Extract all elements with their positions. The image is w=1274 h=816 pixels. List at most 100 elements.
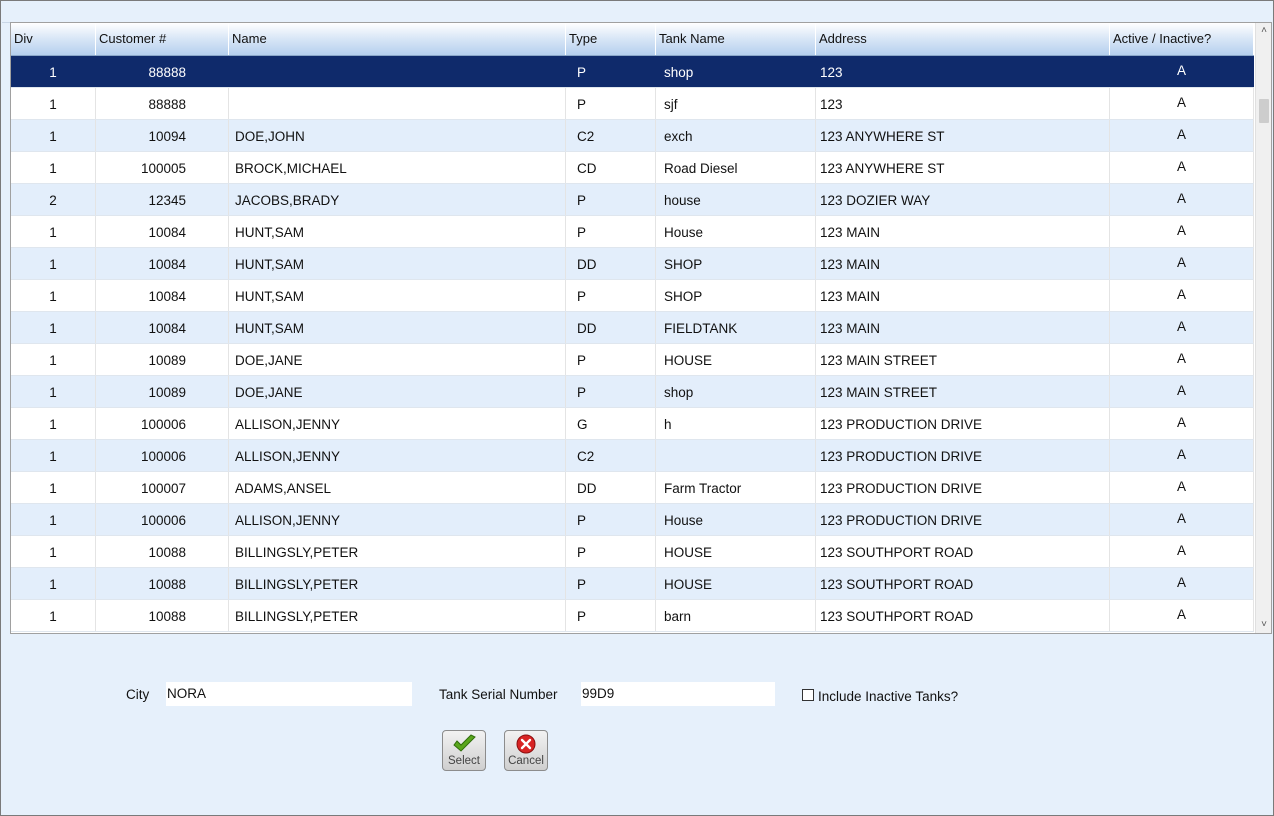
cell-div: 1: [11, 216, 96, 247]
column-header-active[interactable]: Active / Inactive?: [1110, 23, 1254, 55]
title-strip: [2, 2, 1272, 23]
cell-name: ALLISON,JENNY: [229, 408, 566, 439]
cell-active: A: [1110, 600, 1254, 631]
cell-active: A: [1110, 248, 1254, 279]
cell-address: 123 DOZIER WAY: [816, 184, 1110, 215]
cell-name: DOE,JANE: [229, 376, 566, 407]
cell-address: 123 PRODUCTION DRIVE: [816, 472, 1110, 503]
cell-tank-name: [656, 440, 816, 471]
include-inactive-checkbox[interactable]: [802, 689, 814, 701]
table-row[interactable]: 1 100005 BROCK,MICHAEL CD Road Diesel 123 ANY…: [11, 152, 1254, 184]
cell-name: BILLINGSLY,PETER: [229, 568, 566, 599]
cell-name: BROCK,MICHAEL: [229, 152, 566, 183]
cell-address: 123: [816, 56, 1110, 87]
cell-div: 1: [11, 120, 96, 151]
cell-name: HUNT,SAM: [229, 216, 566, 247]
cell-customer: 100006: [96, 408, 229, 439]
cell-customer: 10088: [96, 600, 229, 631]
tank-grid[interactable]: Div Customer # Name Type Tank Name Addre…: [10, 22, 1272, 634]
cell-tank-name: house: [656, 184, 816, 215]
table-row[interactable]: 1 10088 BILLINGSLY,PETER P HOUSE 123 SOUTHPOR…: [11, 536, 1254, 568]
cell-tank-name: HOUSE: [656, 344, 816, 375]
table-row[interactable]: 1 10084 HUNT,SAM P SHOP 123 MAIN A: [11, 280, 1254, 312]
cell-customer: 88888: [96, 88, 229, 119]
cell-active: A: [1110, 312, 1254, 343]
cell-customer: 10088: [96, 536, 229, 567]
city-label: City: [126, 687, 150, 702]
cell-div: 2: [11, 184, 96, 215]
tank-serial-input[interactable]: [581, 682, 775, 706]
cell-name: HUNT,SAM: [229, 312, 566, 343]
cell-div: 1: [11, 248, 96, 279]
table-row[interactable]: 1 100006 ALLISON,JENNY P House 123 PRODUCTION…: [11, 504, 1254, 536]
cell-tank-name: HOUSE: [656, 536, 816, 567]
cell-type: C2: [566, 120, 656, 151]
column-header-div[interactable]: Div: [11, 23, 96, 55]
cell-tank-name: HOUSE: [656, 568, 816, 599]
cell-customer: 12345: [96, 184, 229, 215]
cell-customer: 10088: [96, 568, 229, 599]
cell-customer: 10084: [96, 216, 229, 247]
table-row[interactable]: 1 10084 HUNT,SAM DD FIELDTANK 123 MAIN A: [11, 312, 1254, 344]
include-inactive-label: Include Inactive Tanks?: [818, 689, 959, 704]
cell-customer: 100005: [96, 152, 229, 183]
cell-type: P: [566, 568, 656, 599]
column-header-address[interactable]: Address: [816, 23, 1110, 55]
cancel-button[interactable]: Cancel: [504, 730, 548, 771]
cell-tank-name: exch: [656, 120, 816, 151]
table-row[interactable]: 1 10089 DOE,JANE P HOUSE 123 MAIN STREET A: [11, 344, 1254, 376]
column-header-customer[interactable]: Customer #: [96, 23, 229, 55]
cell-type: P: [566, 216, 656, 247]
table-row[interactable]: 1 10094 DOE,JOHN C2 exch 123 ANYWHERE ST A: [11, 120, 1254, 152]
cell-type: CD: [566, 152, 656, 183]
cell-customer: 100007: [96, 472, 229, 503]
cell-div: 1: [11, 56, 96, 87]
chevron-up-icon[interactable]: ˄: [1261, 25, 1267, 36]
column-header-tank-name[interactable]: Tank Name: [656, 23, 816, 55]
cell-name: ALLISON,JENNY: [229, 504, 566, 535]
cell-name: DOE,JOHN: [229, 120, 566, 151]
table-row[interactable]: 1 100007 ADAMS,ANSEL DD Farm Tractor 123 PROD…: [11, 472, 1254, 504]
column-header-name[interactable]: Name: [229, 23, 566, 55]
cell-tank-name: SHOP: [656, 280, 816, 311]
cell-type: G: [566, 408, 656, 439]
vertical-scrollbar[interactable]: ˄ ˅: [1255, 23, 1271, 633]
select-button[interactable]: Select: [442, 730, 486, 771]
cell-div: 1: [11, 280, 96, 311]
cell-name: [229, 56, 566, 87]
select-button-label: Select: [448, 755, 480, 767]
chevron-down-icon[interactable]: ˅: [1261, 619, 1267, 630]
cancel-button-label: Cancel: [508, 755, 544, 767]
table-row[interactable]: 1 10084 HUNT,SAM P House 123 MAIN A: [11, 216, 1254, 248]
table-row[interactable]: 1 10088 BILLINGSLY,PETER P HOUSE 123 SOUTHPOR…: [11, 568, 1254, 600]
scrollbar-thumb[interactable]: [1259, 99, 1269, 123]
column-header-type[interactable]: Type: [566, 23, 656, 55]
cell-type: P: [566, 504, 656, 535]
cell-address: 123 PRODUCTION DRIVE: [816, 504, 1110, 535]
cell-div: 1: [11, 568, 96, 599]
city-input[interactable]: [166, 682, 412, 706]
cell-tank-name: barn: [656, 600, 816, 631]
cell-active: A: [1110, 536, 1254, 567]
cell-type: P: [566, 536, 656, 567]
cell-active: A: [1110, 216, 1254, 247]
table-row[interactable]: 1 10084 HUNT,SAM DD SHOP 123 MAIN A: [11, 248, 1254, 280]
cell-type: DD: [566, 312, 656, 343]
cell-tank-name: Farm Tractor: [656, 472, 816, 503]
cell-active: A: [1110, 568, 1254, 599]
cell-active: A: [1110, 376, 1254, 407]
cell-address: 123 MAIN: [816, 216, 1110, 247]
cell-type: P: [566, 280, 656, 311]
cell-address: 123 PRODUCTION DRIVE: [816, 440, 1110, 471]
cell-tank-name: shop: [656, 376, 816, 407]
table-row[interactable]: 1 100006 ALLISON,JENNY C2 123 PRODUCTION DRI…: [11, 440, 1254, 472]
cell-type: P: [566, 56, 656, 87]
cell-div: 1: [11, 408, 96, 439]
